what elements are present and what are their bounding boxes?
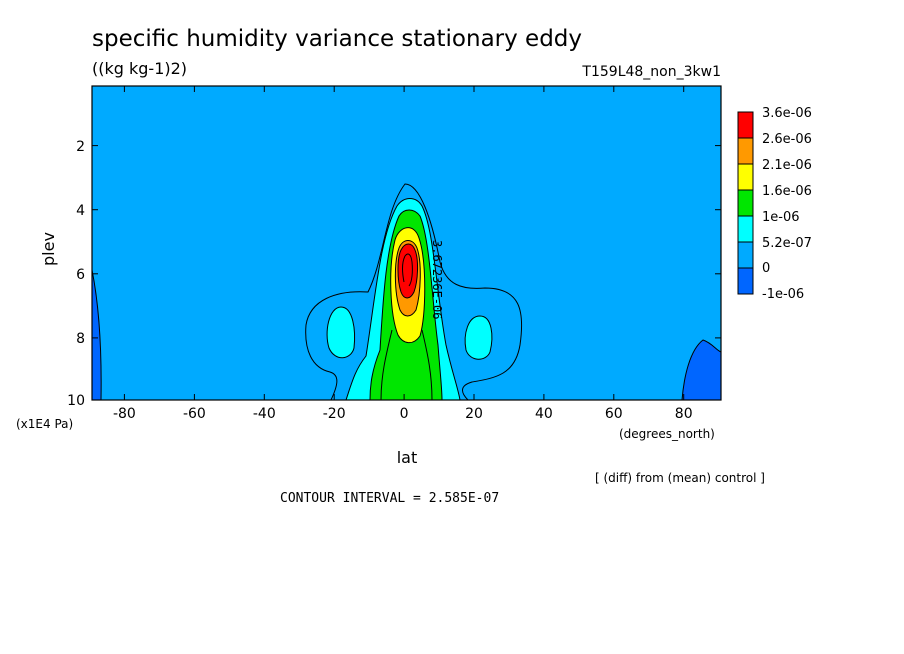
colorbar-label: 2.6e-06 <box>762 132 812 147</box>
plot-area: 3.67236E-06 -80 -60 -40 <box>67 85 722 422</box>
units-label: ((kg kg-1)2) <box>92 59 187 78</box>
x-tick-label: -60 <box>183 406 206 422</box>
y-tick-label: 4 <box>76 203 85 219</box>
x-ticks <box>123 86 685 400</box>
contour-field: 3.67236E-06 <box>92 183 721 400</box>
side-max-east <box>464 315 493 360</box>
x-tick-label: 0 <box>400 406 409 422</box>
colorbar-label: 0 <box>762 261 770 276</box>
side-max-west <box>326 306 356 359</box>
x-tick-label: -20 <box>323 406 346 422</box>
colorbar-swatch-lightblue <box>737 241 754 269</box>
colorbar-swatch-orange <box>737 137 754 165</box>
colorbar-label: 5.2e-07 <box>762 236 812 251</box>
y-ticks <box>92 145 721 339</box>
x-axis-label: lat <box>397 448 418 467</box>
colorbar-swatch-red <box>737 111 754 139</box>
colorbar-label: 1e-06 <box>762 210 800 225</box>
colorbar-swatch-cyan <box>737 215 754 243</box>
x-tick-label: -40 <box>253 406 276 422</box>
chart-title: specific humidity variance stationary ed… <box>92 26 582 52</box>
x-tick-label: 80 <box>675 406 693 422</box>
colorbar-swatch-blue <box>737 267 754 295</box>
y-tick-label: 8 <box>76 331 85 347</box>
y-tick-label: 10 <box>67 393 85 409</box>
x-axis-units: (degrees_north) <box>619 427 715 441</box>
contour-red <box>397 243 418 299</box>
x-tick-label: -80 <box>113 406 136 422</box>
x-tick-label: 20 <box>465 406 483 422</box>
colorbar-label: 2.1e-06 <box>762 158 812 173</box>
colorbar-label: 1.6e-06 <box>762 184 812 199</box>
plot-frame <box>91 85 722 401</box>
comparison-note: [ (diff) from (mean) control ] <box>595 471 765 485</box>
low-region-north <box>681 339 721 400</box>
colorbar-label: -1e-06 <box>762 287 804 302</box>
x-tick-label: 60 <box>605 406 623 422</box>
y-axis-label: plev <box>39 232 58 266</box>
y-tick-label: 2 <box>76 139 85 155</box>
run-label: T159L48_non_3kw1 <box>581 64 721 80</box>
y-tick-label: 6 <box>76 267 85 283</box>
y-axis-units: (x1E4 Pa) <box>16 417 73 431</box>
colorbar-swatch-green <box>737 189 754 217</box>
contour-interval: CONTOUR INTERVAL = 2.585E-07 <box>280 491 499 506</box>
contour-label: 3.67236E-06 <box>430 240 444 319</box>
colorbar <box>737 111 754 295</box>
colorbar-swatch-yellow <box>737 163 754 191</box>
x-tick-label: 40 <box>535 406 553 422</box>
colorbar-label: 3.6e-06 <box>762 106 812 121</box>
